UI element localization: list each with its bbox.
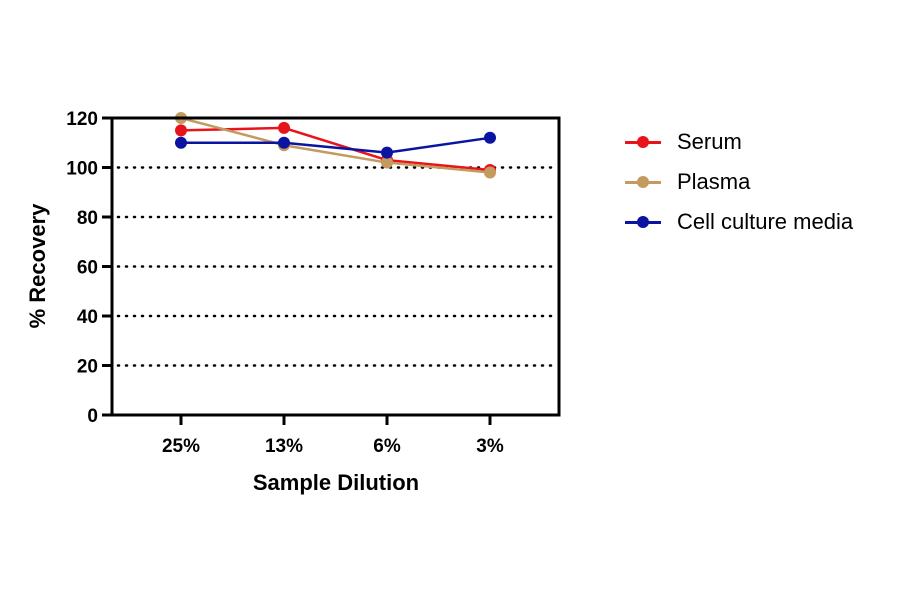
legend-item: Serum: [625, 122, 853, 162]
legend: Serum Plasma Cell culture media: [625, 122, 853, 242]
y-tick-label: 100: [66, 159, 98, 180]
y-tick-label: 60: [77, 258, 98, 279]
legend-label: Plasma: [677, 169, 751, 194]
legend-marker-icon: [625, 215, 661, 229]
x-axis-label: Sample Dilution: [253, 470, 419, 495]
y-tick-label: 80: [77, 208, 98, 229]
legend-marker-icon: [625, 135, 661, 149]
y-axis-label: % Recovery: [25, 203, 50, 329]
data-point: [381, 156, 393, 169]
x-tick-label: 3%: [476, 436, 504, 457]
data-point: [484, 131, 496, 144]
y-tick-label: 120: [66, 109, 98, 130]
y-tick-label: 0: [87, 406, 98, 427]
data-point: [278, 136, 290, 149]
x-tick-label: 13%: [265, 436, 303, 457]
legend-item: Cell culture media: [625, 202, 853, 242]
series-line-cell-culture-media: [181, 136, 491, 154]
data-point: [484, 166, 496, 179]
data-point: [175, 136, 187, 149]
data-point: [381, 146, 393, 159]
x-tick-label: 6%: [373, 436, 401, 457]
legend-label: Serum: [677, 129, 742, 154]
legend-marker-icon: [625, 175, 661, 189]
series-line-plasma: [180, 116, 491, 174]
data-point: [175, 124, 187, 137]
legend-item: Plasma: [625, 162, 853, 202]
series-line-serum: [180, 126, 491, 172]
y-tick-label: 40: [77, 307, 98, 328]
y-tick-label: 20: [77, 357, 98, 378]
data-point: [278, 121, 290, 134]
legend-label: Cell culture media: [677, 209, 854, 234]
x-tick-label: 25%: [162, 436, 200, 457]
